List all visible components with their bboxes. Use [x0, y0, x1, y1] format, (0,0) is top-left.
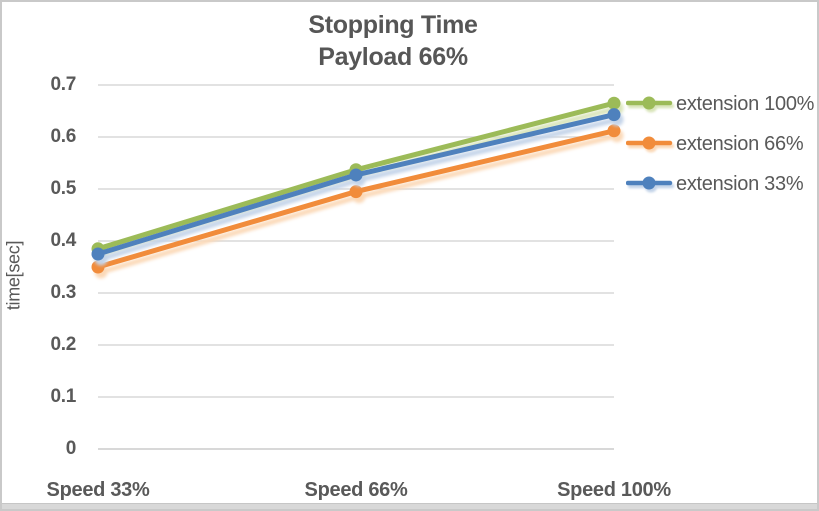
x-category-label-speed-66: Speed 66% [304, 479, 408, 501]
data-point-extension-100-speed-100 [607, 96, 621, 110]
x-category-label-speed-33: Speed 33% [46, 479, 150, 501]
legend-marker-extension-66 [626, 136, 673, 150]
data-point-extension-66-speed-33 [91, 260, 105, 274]
y-tick-label-0-2: 0.2 [50, 334, 76, 355]
chart-title: Stopping Time Payload 66% [2, 9, 784, 73]
data-point-extension-33-speed-33 [91, 247, 105, 261]
data-point-extension-33-speed-100 [607, 108, 621, 122]
x-category-label-speed-100: Speed 100% [557, 479, 671, 501]
y-tick-label-0-7: 0.7 [50, 74, 76, 95]
y-tick-label-0-5: 0.5 [50, 178, 76, 199]
chart-title-line1: Stopping Time [308, 11, 478, 39]
legend-item-extension-100[interactable]: extension 100% [626, 90, 814, 118]
series-line-extension-33 [91, 108, 621, 261]
y-tick-label-0-3: 0.3 [50, 282, 76, 303]
y-tick-label-0-1: 0.1 [50, 386, 76, 407]
legend-marker-extension-100 [626, 96, 673, 110]
y-tick-label-0-4: 0.4 [50, 230, 76, 251]
y-tick-label-0: 0 [65, 438, 77, 459]
legend-label-extension-66: extension 66% [676, 132, 804, 155]
legend-marker-extension-33 [626, 176, 673, 190]
y-tick-label-0-6: 0.6 [50, 126, 76, 147]
data-point-extension-33-speed-66 [349, 168, 363, 182]
series-line-extension-66 [91, 124, 621, 274]
chart-bottom-edge [2, 503, 817, 509]
gridlines [98, 84, 614, 450]
legend-label-extension-33: extension 33% [676, 172, 804, 195]
legend-item-extension-33[interactable]: extension 33% [626, 170, 804, 198]
legend-label-extension-100: extension 100% [676, 92, 815, 115]
series-path [95, 112, 617, 257]
legend-item-extension-66[interactable]: extension 66% [626, 130, 804, 158]
data-point-extension-66-speed-100 [607, 124, 621, 138]
data-point-extension-66-speed-66 [349, 185, 363, 199]
series-path [95, 128, 617, 270]
chart-title-line2: Payload 66% [318, 43, 468, 71]
